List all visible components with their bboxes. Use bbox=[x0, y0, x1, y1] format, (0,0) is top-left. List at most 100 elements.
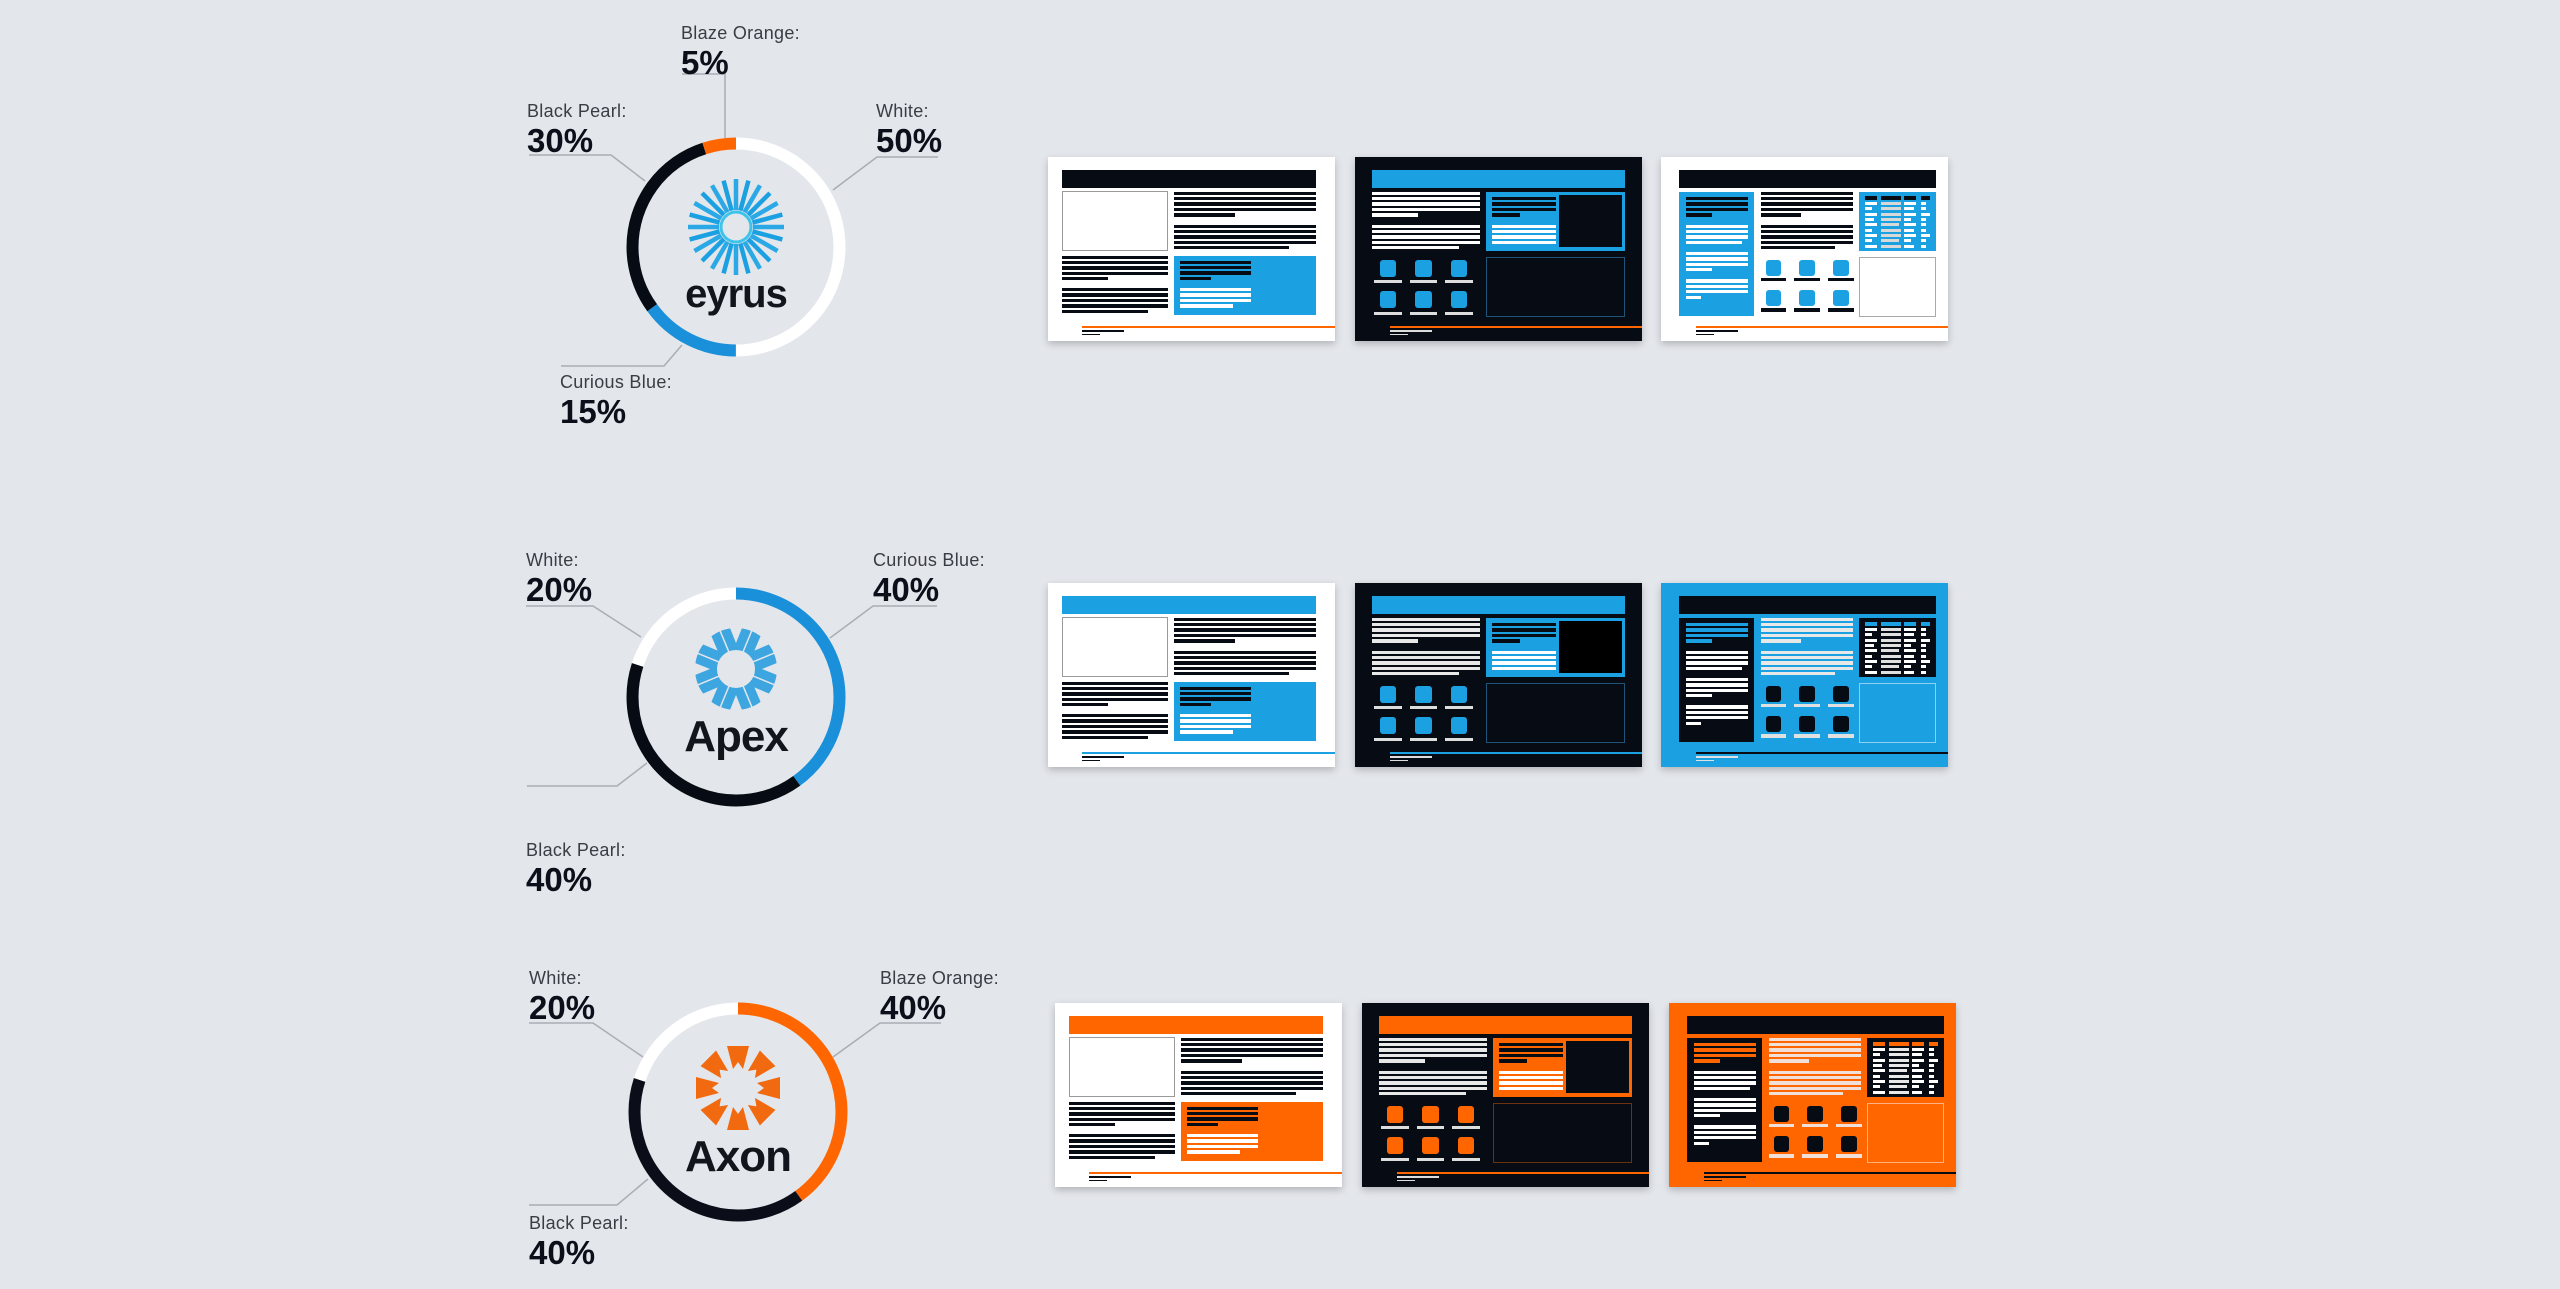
footer-rule bbox=[1704, 1171, 1956, 1175]
icon-label bbox=[1794, 308, 1820, 312]
sunburst-ray bbox=[738, 180, 751, 212]
text-line bbox=[1760, 671, 1836, 676]
sunburst-ray bbox=[689, 229, 721, 242]
text-line bbox=[1685, 655, 1749, 660]
table-cell bbox=[1920, 207, 1926, 211]
text-line bbox=[1062, 724, 1169, 729]
footer-text-line bbox=[1696, 755, 1738, 758]
text-line bbox=[1492, 224, 1556, 228]
app-icon bbox=[1832, 259, 1849, 277]
text-line bbox=[1768, 1091, 1844, 1096]
text-line bbox=[1685, 235, 1749, 239]
table-cell bbox=[1912, 1069, 1925, 1073]
table-cell bbox=[1880, 217, 1901, 221]
text-line bbox=[1760, 633, 1853, 638]
table-cell bbox=[1880, 201, 1901, 205]
footer-rule bbox=[1089, 1171, 1342, 1175]
text-line bbox=[1174, 245, 1289, 250]
text-line bbox=[1372, 639, 1418, 643]
text-line bbox=[1174, 224, 1317, 228]
table-cell bbox=[1920, 659, 1931, 663]
text-line bbox=[1186, 1122, 1218, 1127]
text-line bbox=[1760, 191, 1853, 196]
icon-label bbox=[1802, 1154, 1828, 1158]
footer-rule bbox=[1390, 325, 1642, 329]
content-panel bbox=[1859, 257, 1936, 317]
image-placeholder bbox=[1062, 191, 1169, 251]
image-placeholder bbox=[1566, 1041, 1629, 1093]
ring-segment bbox=[626, 587, 846, 807]
image-placeholder bbox=[1559, 621, 1622, 673]
table-cell bbox=[1865, 207, 1873, 211]
table-cell bbox=[1928, 1053, 1934, 1057]
chevron-burst-icon bbox=[696, 1046, 780, 1130]
text-line bbox=[1372, 224, 1480, 228]
table-header-cell bbox=[1888, 1042, 1909, 1046]
table-cell bbox=[1920, 638, 1931, 642]
table-cell bbox=[1873, 1074, 1881, 1078]
text-line bbox=[1069, 1112, 1176, 1116]
text-line bbox=[1685, 213, 1713, 217]
segment-value: 40% bbox=[526, 861, 593, 898]
footer-rule bbox=[1390, 751, 1642, 755]
icon-label bbox=[1409, 706, 1438, 710]
text-line bbox=[1174, 202, 1317, 206]
table-cell bbox=[1928, 1090, 1935, 1094]
mockup-dark bbox=[1362, 1003, 1649, 1187]
text-line bbox=[1760, 666, 1853, 670]
sunburst-ray bbox=[751, 229, 783, 242]
text-line bbox=[1499, 1075, 1563, 1080]
image-placeholder bbox=[1559, 195, 1622, 247]
mockup-dark bbox=[1355, 157, 1642, 341]
text-line bbox=[1186, 1106, 1259, 1111]
text-line bbox=[1174, 639, 1235, 643]
text-line bbox=[1492, 639, 1520, 643]
chevron-piece bbox=[747, 1097, 776, 1126]
sunburst-ray bbox=[693, 233, 723, 253]
footer-text-line bbox=[1397, 1175, 1439, 1178]
app-icon bbox=[1832, 685, 1849, 703]
text-line bbox=[1492, 655, 1556, 660]
footer-text-line bbox=[1082, 759, 1100, 762]
text-line bbox=[1499, 1048, 1563, 1052]
footer-rule bbox=[1082, 751, 1335, 755]
table-cell bbox=[1920, 643, 1926, 647]
text-line bbox=[1760, 661, 1853, 665]
text-line bbox=[1760, 628, 1853, 632]
table-cell bbox=[1865, 228, 1873, 232]
app-icon bbox=[1450, 685, 1468, 704]
text-line bbox=[1179, 719, 1252, 723]
icon-label bbox=[1445, 737, 1473, 741]
footer-text-line bbox=[1089, 1179, 1107, 1182]
text-line bbox=[1179, 293, 1252, 297]
text-line bbox=[1685, 202, 1749, 206]
table-cell bbox=[1865, 654, 1873, 658]
app-icon bbox=[1765, 259, 1782, 277]
text-line bbox=[1069, 1123, 1115, 1127]
segment-name: Black Pearl: bbox=[529, 1213, 629, 1233]
icon-label bbox=[1445, 280, 1473, 284]
icon-label bbox=[1802, 1124, 1828, 1128]
text-line bbox=[1174, 617, 1317, 622]
text-line bbox=[1062, 703, 1108, 707]
table-cell bbox=[1888, 1058, 1909, 1062]
text-line bbox=[1062, 714, 1169, 718]
leader-line bbox=[526, 605, 642, 638]
app-icon bbox=[1840, 1105, 1857, 1123]
table-cell bbox=[1865, 665, 1873, 669]
text-line bbox=[1693, 1059, 1721, 1063]
axon-color-ring bbox=[628, 1002, 848, 1222]
content-panel bbox=[1485, 683, 1625, 743]
table-cell bbox=[1865, 649, 1878, 653]
table-cell bbox=[1880, 223, 1899, 227]
text-line bbox=[1768, 1075, 1861, 1080]
table-cell bbox=[1904, 627, 1917, 631]
text-line bbox=[1499, 1059, 1527, 1063]
icon-label bbox=[1452, 1157, 1480, 1161]
text-line bbox=[1372, 661, 1480, 665]
header-bar bbox=[1062, 596, 1317, 614]
table-cell bbox=[1865, 670, 1878, 674]
table-cell bbox=[1928, 1058, 1939, 1062]
text-line bbox=[1069, 1107, 1176, 1111]
